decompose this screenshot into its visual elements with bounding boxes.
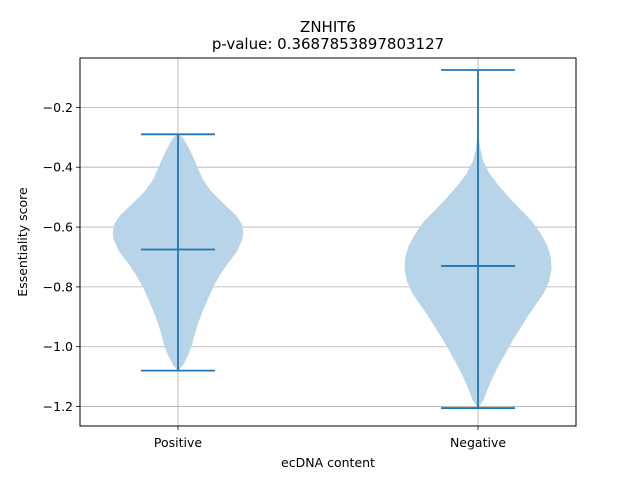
line-layer [141, 69, 515, 409]
y-tick-label: −0.4 [43, 160, 73, 175]
tick-layer: −1.2 −1.0 −0.8 −0.6 −0.4 −0.2 Positive Negative [43, 100, 507, 450]
y-tick-label: −1.2 [43, 399, 73, 414]
y-tick-label: −0.8 [43, 279, 73, 294]
x-tick-label: Positive [154, 435, 202, 450]
y-tick-label: −0.2 [43, 100, 73, 115]
x-tick-label: Negative [450, 435, 506, 450]
x-axis-label: ecDNA content [281, 455, 375, 470]
plot-frame [79, 57, 577, 427]
chart-subtitle: p-value: 0.3687853897803127 [212, 35, 444, 53]
y-tick-label: −1.0 [43, 339, 73, 354]
y-tick-label: −0.6 [43, 220, 73, 235]
y-axis-label: Essentiality score [15, 187, 30, 297]
chart-title: ZNHIT6 [300, 18, 356, 36]
